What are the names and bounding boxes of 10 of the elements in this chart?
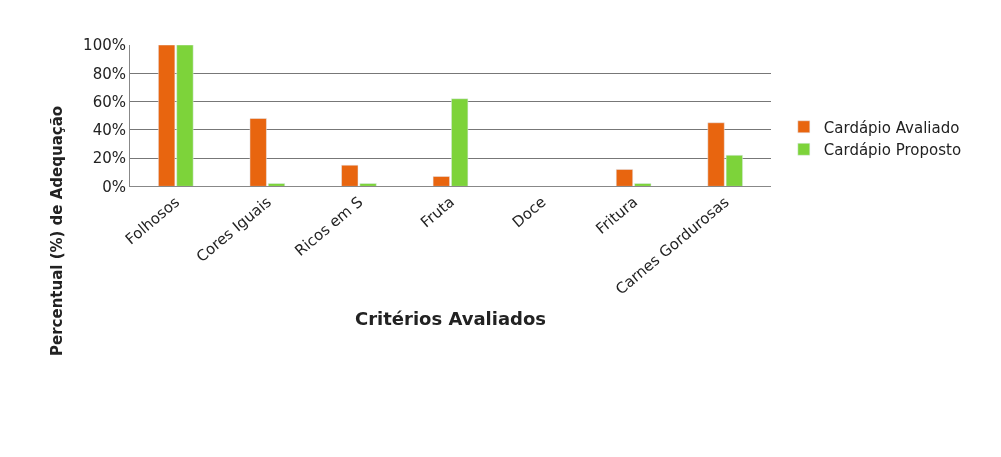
y-tick-label: 40% [92,121,126,140]
x-axis-title: Critérios Avaliados [354,308,547,330]
y-tick-label: 0% [102,177,126,196]
y-axis-title: Percentual (%) de Adequação [48,105,66,356]
legend-label: Cardápio Avaliado [823,118,960,137]
y-tick-label: 80% [92,64,126,83]
y-tick-label: 60% [92,92,126,111]
legend-label: Cardápio Proposto [823,141,962,160]
y-tick-label: 100% [83,36,126,55]
y-tick-label: 20% [92,149,126,168]
